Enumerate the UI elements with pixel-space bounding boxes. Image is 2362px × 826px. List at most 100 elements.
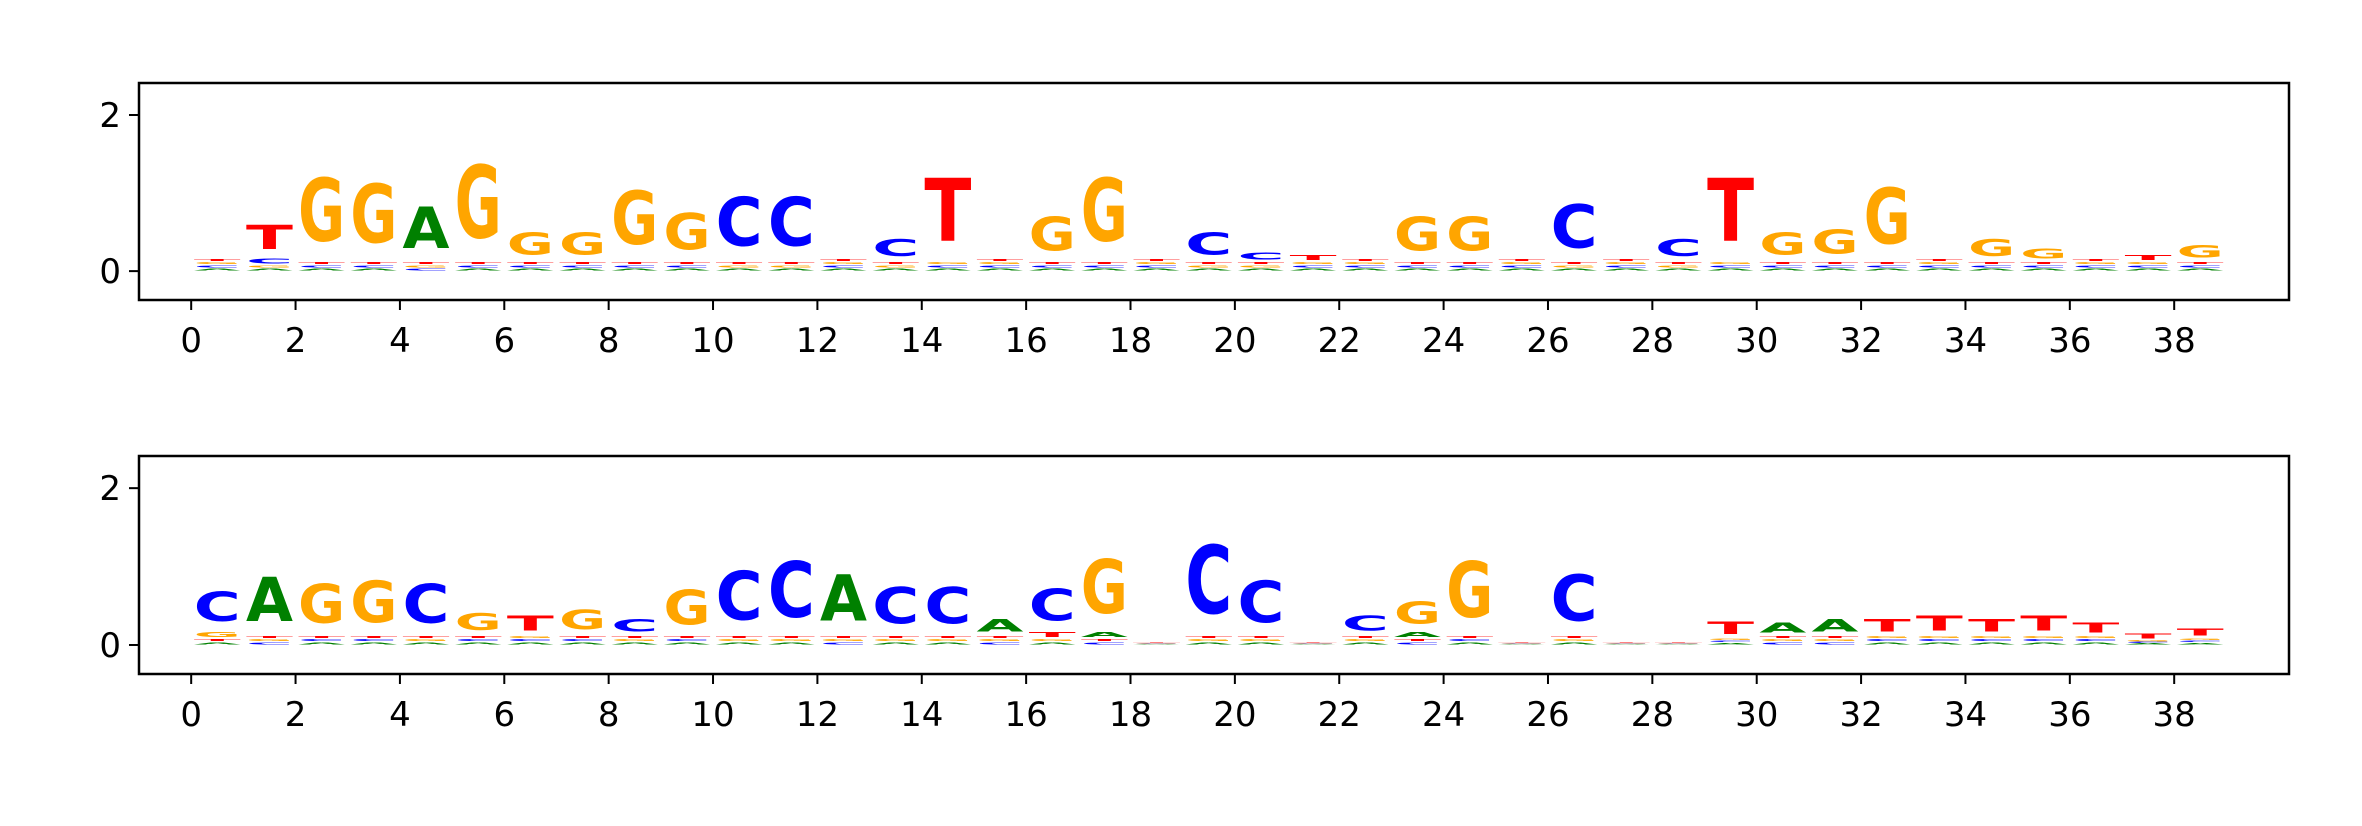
logo-letter: T (1498, 642, 1545, 643)
logo-letter: A (1185, 642, 1233, 645)
logo-letter: C (194, 265, 241, 268)
logo-letter: T (2177, 626, 2225, 638)
logo-letter: C (194, 584, 241, 631)
logo-letter: G (1551, 265, 1598, 268)
logo-letter: A (924, 268, 972, 271)
logo-letter: T (246, 218, 293, 257)
logo-letter: A (872, 268, 920, 271)
logo-letter: A (1655, 268, 1703, 271)
logo-letter: G (611, 639, 658, 642)
logo-letter: A (298, 642, 346, 645)
logo-letter: G (820, 639, 867, 642)
logo-letter: G (455, 146, 502, 263)
logo-letter: T (2125, 254, 2173, 262)
logo-letter: A (1446, 268, 1494, 271)
logo-letter: A (1185, 268, 1233, 271)
logo-letter: G (1290, 643, 1337, 644)
logo-letter: T (2020, 612, 2068, 635)
logo-letter: T (1759, 262, 1806, 265)
logo-letter: A (2125, 643, 2172, 645)
logo-letter: T (1081, 639, 1128, 642)
logo-letter: C (1551, 191, 1598, 262)
logo-letter: T (1603, 642, 1650, 643)
x-tick-label: 6 (493, 695, 515, 735)
x-tick-label: 30 (1735, 695, 1778, 735)
logo-letter: T (1864, 262, 1911, 265)
logo-letter: A (1864, 642, 1912, 645)
logo-letter: A (611, 642, 659, 645)
logo-letter: T (194, 639, 241, 642)
logo-letter: A (663, 642, 711, 645)
logo-letter: C (1498, 643, 1545, 644)
logo-letter: C (1394, 642, 1441, 645)
logo-letter: G (559, 605, 606, 636)
logo-letter: A (1603, 644, 1650, 645)
logo-letter: G (2072, 262, 2119, 265)
logo-letter: A (1916, 642, 1964, 645)
logo-letter: G (1707, 638, 1754, 640)
logo-letter: T (403, 262, 450, 265)
logo-letter: G (1237, 265, 1284, 268)
logo-letter: T (924, 161, 971, 262)
logo-letter: G (2020, 246, 2067, 262)
logo-letter: A (1916, 268, 1964, 271)
x-tick-label: 32 (1839, 695, 1882, 735)
logo-letter: T (507, 612, 555, 635)
logo-letter: A (1133, 268, 1181, 271)
logo-letter: G (1916, 262, 1963, 265)
logo-letter: G (1185, 639, 1232, 642)
logo-letter: C (559, 265, 606, 268)
x-tick-label: 6 (493, 321, 515, 361)
logo-letter: A (924, 642, 972, 645)
logo-letter: C (1916, 265, 1963, 268)
logo-letter: T (194, 259, 241, 262)
logo-letter: G (1968, 636, 2015, 639)
logo-letter: G (1759, 639, 1806, 642)
logo-letter: G (1446, 209, 1493, 263)
x-tick-label: 26 (1526, 695, 1569, 735)
logo-letter: A (1342, 642, 1390, 645)
logo-letter: C (1290, 643, 1337, 644)
logo-letter: T (1133, 259, 1180, 262)
logo-letter: T (1968, 616, 2015, 636)
logo-letter: T (820, 259, 867, 262)
logo-letter: C (2125, 265, 2172, 268)
logo-letter: T (1029, 631, 1077, 639)
logo-letter: G (611, 176, 658, 262)
x-tick-label: 32 (1839, 321, 1882, 361)
logo-letter: G (1864, 172, 1911, 262)
logo-letter: A (1394, 631, 1442, 639)
logo-letter: G (1290, 262, 1337, 265)
logo-letter: T (1603, 259, 1650, 262)
logo-letter: T (2177, 262, 2224, 265)
logo-letter: C (298, 265, 345, 268)
x-tick-label: 0 (180, 321, 202, 361)
logo-letter: A (1133, 644, 1180, 645)
logo-letter: C (298, 639, 345, 642)
logo-letter: A (2072, 642, 2120, 645)
logo-letter: G (663, 203, 710, 262)
logo-letter: C (1081, 642, 1128, 645)
logo-letter: T (1446, 262, 1493, 265)
logo-letter: A (1290, 644, 1337, 645)
logo-letter: G (716, 265, 763, 268)
logo-letter: A (1655, 644, 1702, 645)
logo-letter: C (1759, 265, 1806, 268)
logo-letter: C (507, 639, 554, 642)
logo-letter: A (1968, 642, 2016, 645)
logo-letter: C (1342, 613, 1389, 636)
axes-frame (137, 454, 2291, 676)
logo-letter: T (1968, 262, 2015, 265)
logo-panel: ATGCCGTAACTGACTGAGTCACTGACGTACTGAGTCACTG… (99, 454, 2291, 735)
logo-letter: G (194, 631, 241, 639)
x-tick-label: 38 (2153, 321, 2196, 361)
x-tick-label: 18 (1109, 321, 1152, 361)
x-tick-label: 22 (1318, 695, 1361, 735)
logo-letter: A (1812, 268, 1860, 271)
logo-letter: C (663, 265, 710, 268)
logo-letter: T (298, 262, 345, 265)
logo-letter: A (1029, 642, 1077, 645)
logo-letter: C (1551, 562, 1598, 636)
logo-letter: C (1916, 639, 1963, 642)
logo-letter: T (1133, 642, 1180, 643)
